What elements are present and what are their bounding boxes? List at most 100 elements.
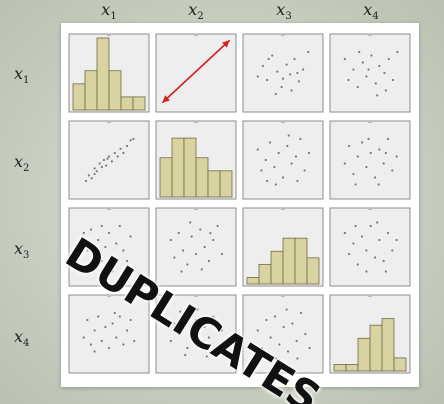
scatter-point-r2-c4-5 [360, 141, 364, 144]
scatter-point-r1-c4-8 [374, 82, 377, 85]
scatter-point-r2-c3-14 [274, 183, 277, 186]
scatter-point-r1-c3-11 [302, 68, 305, 71]
scatter-point-r3-c2-15 [200, 268, 203, 271]
histogram-bar-x1-1 [72, 83, 86, 111]
scatter-point-r4-c3-2 [261, 346, 264, 350]
scatter-point-r1-c4-16 [367, 68, 370, 71]
histogram-bar-x4-6 [393, 357, 407, 372]
panel-r4-c2 [155, 294, 237, 374]
scatter-point-r2-c3-3 [264, 158, 267, 162]
scatter-point-r1-c4-15 [376, 94, 379, 97]
col-label-x1: x1 [101, 0, 117, 23]
scatter-point-r2-c4-7 [369, 151, 372, 155]
scatter-point-r4-c2-1 [169, 339, 172, 343]
scatter-point-r2-c4-16 [354, 183, 357, 186]
scatter-point-r3-c4-3 [352, 242, 355, 245]
scatter-point-r1-c4-6 [365, 75, 368, 78]
scatter-point-r2-c4-9 [378, 148, 381, 151]
scatter-point-r2-c4-2 [348, 144, 351, 148]
scatter-point-r2-c3-5 [273, 165, 276, 169]
scatter-point-r3-c1-4 [93, 252, 96, 256]
scatter-point-r4-c3-10 [295, 339, 298, 343]
scatter-point-r3-c1-11 [118, 224, 121, 228]
scatter-point-r2-c3-9 [290, 162, 293, 165]
histogram-bar-x2-5 [207, 170, 221, 198]
scatter-point-r3-c1-8 [107, 231, 111, 235]
scatter-point-r4-c1-7 [104, 325, 107, 329]
scatter-point-r2-c4-14 [367, 137, 370, 141]
histogram-bar-x2-3 [183, 137, 197, 198]
scatter-point-r2-c1-2 [87, 174, 90, 177]
panel-r1-c3 [242, 33, 324, 113]
scatter-point-r1-c4-4 [356, 85, 359, 89]
scatter-point-r4-c2-10 [207, 336, 211, 339]
scatter-point-r2-c1-1 [84, 179, 88, 183]
histogram-bar-x3-2 [258, 263, 272, 285]
scatter-point-r4-c1-15 [133, 339, 136, 343]
scatter-point-r2-c3-15 [287, 134, 290, 137]
scatter-point-r1-c3-8 [289, 73, 292, 76]
scatter-point-r3-c2-16 [180, 270, 183, 273]
scatter-point-r2-c4-10 [382, 162, 385, 165]
scatter-point-r4-c2-2 [173, 322, 176, 325]
scatter-point-r4-c3-16 [267, 353, 270, 357]
scatter-point-r4-c1-13 [125, 329, 129, 332]
scatter-point-r1-c4-2 [347, 78, 350, 82]
scatter-point-r1-c4-11 [387, 57, 390, 61]
scatter-point-r2-c1-8 [102, 158, 106, 162]
scatter-point-r3-c4-13 [395, 238, 398, 242]
scatter-point-r3-c2-7 [194, 252, 198, 256]
histogram-bar-x4-1 [333, 364, 347, 372]
scatter-point-r3-c1-14 [129, 235, 132, 238]
histogram-bar-x1-5 [120, 96, 134, 111]
scatter-point-r4-c2-8 [199, 343, 202, 346]
scatter-point-r2-c4-17 [384, 151, 387, 155]
scatter-point-r4-c2-13 [220, 329, 224, 332]
scatter-point-r4-c2-11 [212, 315, 215, 318]
scatter-point-r4-c1-12 [122, 343, 125, 346]
scatter-point-r1-c3-16 [281, 77, 285, 80]
scatter-point-r4-c3-8 [286, 350, 290, 353]
panel-r3-c4 [329, 207, 411, 287]
scatter-point-r4-c1-16 [93, 350, 96, 353]
scatter-point-r3-c4-15 [376, 221, 379, 224]
scatter-point-r1-c3-13 [274, 92, 277, 96]
scatter-point-r2-c4-4 [356, 155, 359, 158]
scatter-point-r3-c2-3 [177, 231, 180, 235]
scatter-point-r1-c3-14 [290, 89, 293, 92]
scatter-point-r1-c4-10 [383, 71, 386, 75]
scatter-point-r3-c2-2 [173, 256, 176, 259]
scatter-point-r4-c2-3 [177, 332, 180, 336]
scatter-point-r2-c3-16 [296, 179, 299, 183]
scatter-point-r1-c3-12 [307, 50, 310, 54]
scatter-point-r3-c1-17 [100, 224, 103, 228]
scatter-point-r3-c1-15 [89, 266, 93, 270]
histogram-bar-x2-4 [195, 157, 209, 198]
scatter-point-r3-c2-5 [186, 263, 189, 266]
scatter-point-r2-c1-20 [106, 157, 109, 160]
scatter-point-r3-c4-1 [343, 231, 346, 235]
panel-r2-c1 [68, 120, 150, 200]
scatter-point-r3-c1-7 [104, 245, 107, 249]
scatter-point-r2-c1-17 [129, 139, 132, 142]
scatter-point-r3-c1-5 [97, 238, 100, 242]
histogram-bar-x3-3 [270, 250, 284, 285]
scatter-point-r2-c3-4 [268, 141, 272, 144]
scatter-point-r1-c3-3 [266, 78, 269, 82]
scatter-point-r4-c2-4 [181, 315, 185, 318]
scatter-point-r2-c4-12 [391, 169, 394, 172]
scatter-point-r3-c4-11 [386, 231, 390, 235]
scatter-point-r2-c3-6 [277, 151, 280, 155]
scatter-point-r3-c1-16 [111, 270, 114, 273]
scatter-point-r3-c2-13 [220, 252, 224, 256]
scatter-point-r2-c3-1 [256, 148, 259, 151]
scatter-point-r4-c2-15 [196, 308, 199, 311]
scatter-point-r4-c3-7 [282, 325, 285, 329]
scatter-point-r3-c2-8 [199, 228, 202, 231]
scatter-point-r2-c1-4 [93, 167, 96, 170]
col-label-x4: x4 [363, 0, 379, 23]
scatter-point-r4-c1-4 [93, 329, 96, 332]
scatter-point-r4-c1-17 [113, 311, 116, 315]
scatter-point-r4-c3-13 [308, 346, 311, 350]
scatter-point-r4-c3-11 [299, 311, 303, 315]
